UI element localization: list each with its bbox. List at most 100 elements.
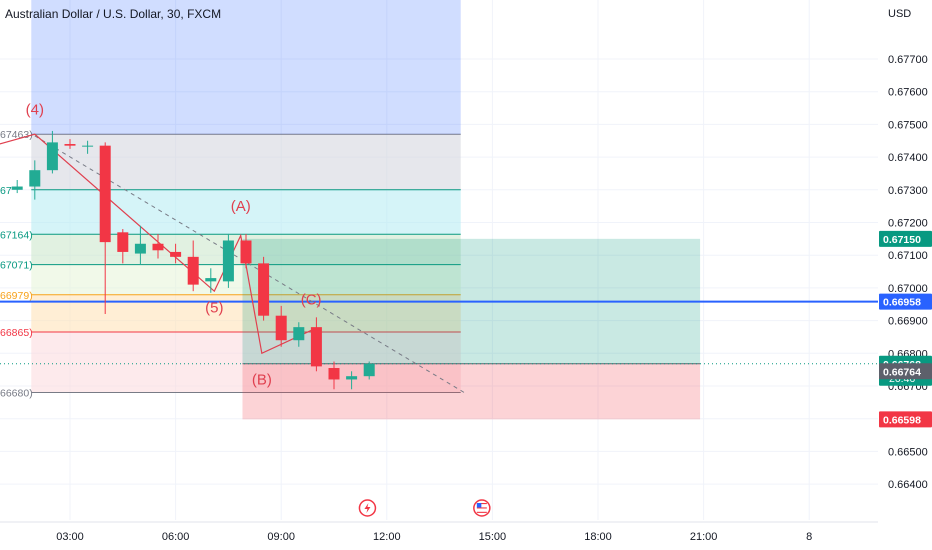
y-tick-label: 0.67400	[888, 152, 928, 164]
price-badge: 0.66598	[879, 411, 932, 428]
candle[interactable]	[134, 225, 146, 266]
candle-body	[346, 376, 358, 380]
x-tick-label: 21:00	[690, 531, 718, 543]
candle[interactable]	[328, 361, 340, 390]
candle-body	[46, 142, 58, 171]
candle-body	[82, 145, 94, 147]
candle-body	[64, 144, 76, 146]
candle-body	[205, 278, 217, 282]
candle[interactable]	[117, 229, 129, 264]
lightning-icon[interactable]	[358, 499, 377, 517]
wave-label: (C)	[301, 291, 322, 308]
y-tick-label: 0.67200	[888, 218, 928, 230]
price-badge-label: 0.66764	[883, 366, 921, 378]
candle-body	[29, 170, 41, 187]
candle-body	[328, 368, 340, 380]
candle[interactable]	[82, 140, 94, 154]
candle[interactable]	[205, 268, 217, 293]
candle-body	[117, 232, 129, 252]
candle-body	[152, 243, 164, 251]
us-flag-icon[interactable]	[473, 499, 491, 517]
x-tick-label: 06:00	[162, 531, 190, 543]
candle-body	[134, 243, 146, 254]
fib-level-label: 66865)	[0, 327, 33, 339]
candle[interactable]	[170, 243, 182, 264]
y-tick-label: 0.66400	[888, 479, 928, 491]
candle-body	[222, 240, 234, 282]
y-tick-label: 0.67500	[888, 119, 928, 131]
date-range-highlight[interactable]	[31, 0, 461, 135]
fib-level-label: 67071)	[0, 260, 33, 272]
candle[interactable]	[222, 233, 234, 288]
candle[interactable]	[187, 240, 199, 292]
price-badge-label: 0.67150	[883, 234, 921, 246]
candle[interactable]	[99, 142, 111, 315]
flag-stripe	[476, 505, 487, 507]
x-tick-label: 8	[806, 531, 812, 543]
candle[interactable]	[64, 139, 76, 149]
candle[interactable]	[46, 130, 58, 174]
wave-label: (A)	[231, 198, 251, 215]
candle[interactable]	[346, 371, 358, 390]
fib-zone	[31, 332, 461, 393]
candle-body	[258, 263, 270, 316]
candle[interactable]	[29, 160, 41, 200]
wave-labels: (4) (A) (5) (B) (C)	[26, 102, 322, 389]
candle[interactable]	[240, 233, 252, 269]
candle-body	[310, 327, 322, 367]
candle[interactable]	[310, 317, 322, 372]
candle[interactable]	[11, 179, 23, 194]
price-badge-label: 0.66958	[883, 297, 921, 309]
candle-body	[170, 251, 182, 257]
fib-zone	[31, 264, 461, 295]
candle-body	[99, 145, 111, 243]
flag-stripe	[476, 503, 487, 505]
x-tick-label: 18:00	[584, 531, 612, 543]
price-badge-bg	[879, 363, 932, 380]
y-tick-label: 0.67300	[888, 185, 928, 197]
candle-body	[11, 186, 23, 190]
y-tick-label: 0.67000	[888, 283, 928, 295]
bolt-shape	[364, 503, 371, 513]
price-badge-label: 0.66598	[883, 414, 921, 426]
flag-stripe	[476, 511, 487, 513]
x-tick-label: 03:00	[56, 531, 84, 543]
flag-stripe	[476, 509, 487, 511]
fib-level-label: 66680)	[0, 388, 33, 400]
candles[interactable]	[11, 130, 375, 390]
fib-level-label: 67164)	[0, 229, 33, 241]
price-badge-bg	[879, 293, 932, 310]
candle-body	[187, 256, 199, 285]
position-loss-zone[interactable]	[242, 363, 701, 420]
candle-body	[240, 240, 252, 264]
flag-stripe	[476, 507, 487, 509]
fib-zone	[31, 134, 461, 190]
candle[interactable]	[152, 233, 164, 259]
wave-label: (5)	[205, 299, 223, 316]
price-badge-bg	[879, 411, 932, 428]
price-badge: 0.67150	[879, 230, 932, 247]
candle-body	[275, 315, 287, 341]
candle[interactable]	[275, 305, 287, 347]
wave-label: (B)	[252, 371, 272, 388]
candle[interactable]	[258, 256, 270, 321]
flag-canton	[476, 503, 482, 508]
event-markers[interactable]	[358, 499, 491, 517]
candle-body	[293, 327, 305, 341]
chart-title: Australian Dollar / U.S. Dollar, 30, FXC…	[5, 7, 221, 21]
candle[interactable]	[363, 361, 375, 380]
x-tick-label: 15:00	[479, 531, 507, 543]
y-tick-label: 0.66500	[888, 446, 928, 458]
candle-body	[363, 363, 375, 377]
candle[interactable]	[293, 322, 305, 347]
y-tick-label: 0.66900	[888, 316, 928, 328]
price-badge: 0.66764	[879, 363, 932, 380]
fib-level-label: 66979)	[0, 290, 33, 302]
fib-level-label: 67	[0, 185, 12, 197]
x-tick-label: 09:00	[267, 531, 295, 543]
x-tick-label: 12:00	[373, 531, 401, 543]
wave-label: (4)	[26, 102, 44, 119]
fib-level-label: 67463)	[0, 129, 33, 141]
